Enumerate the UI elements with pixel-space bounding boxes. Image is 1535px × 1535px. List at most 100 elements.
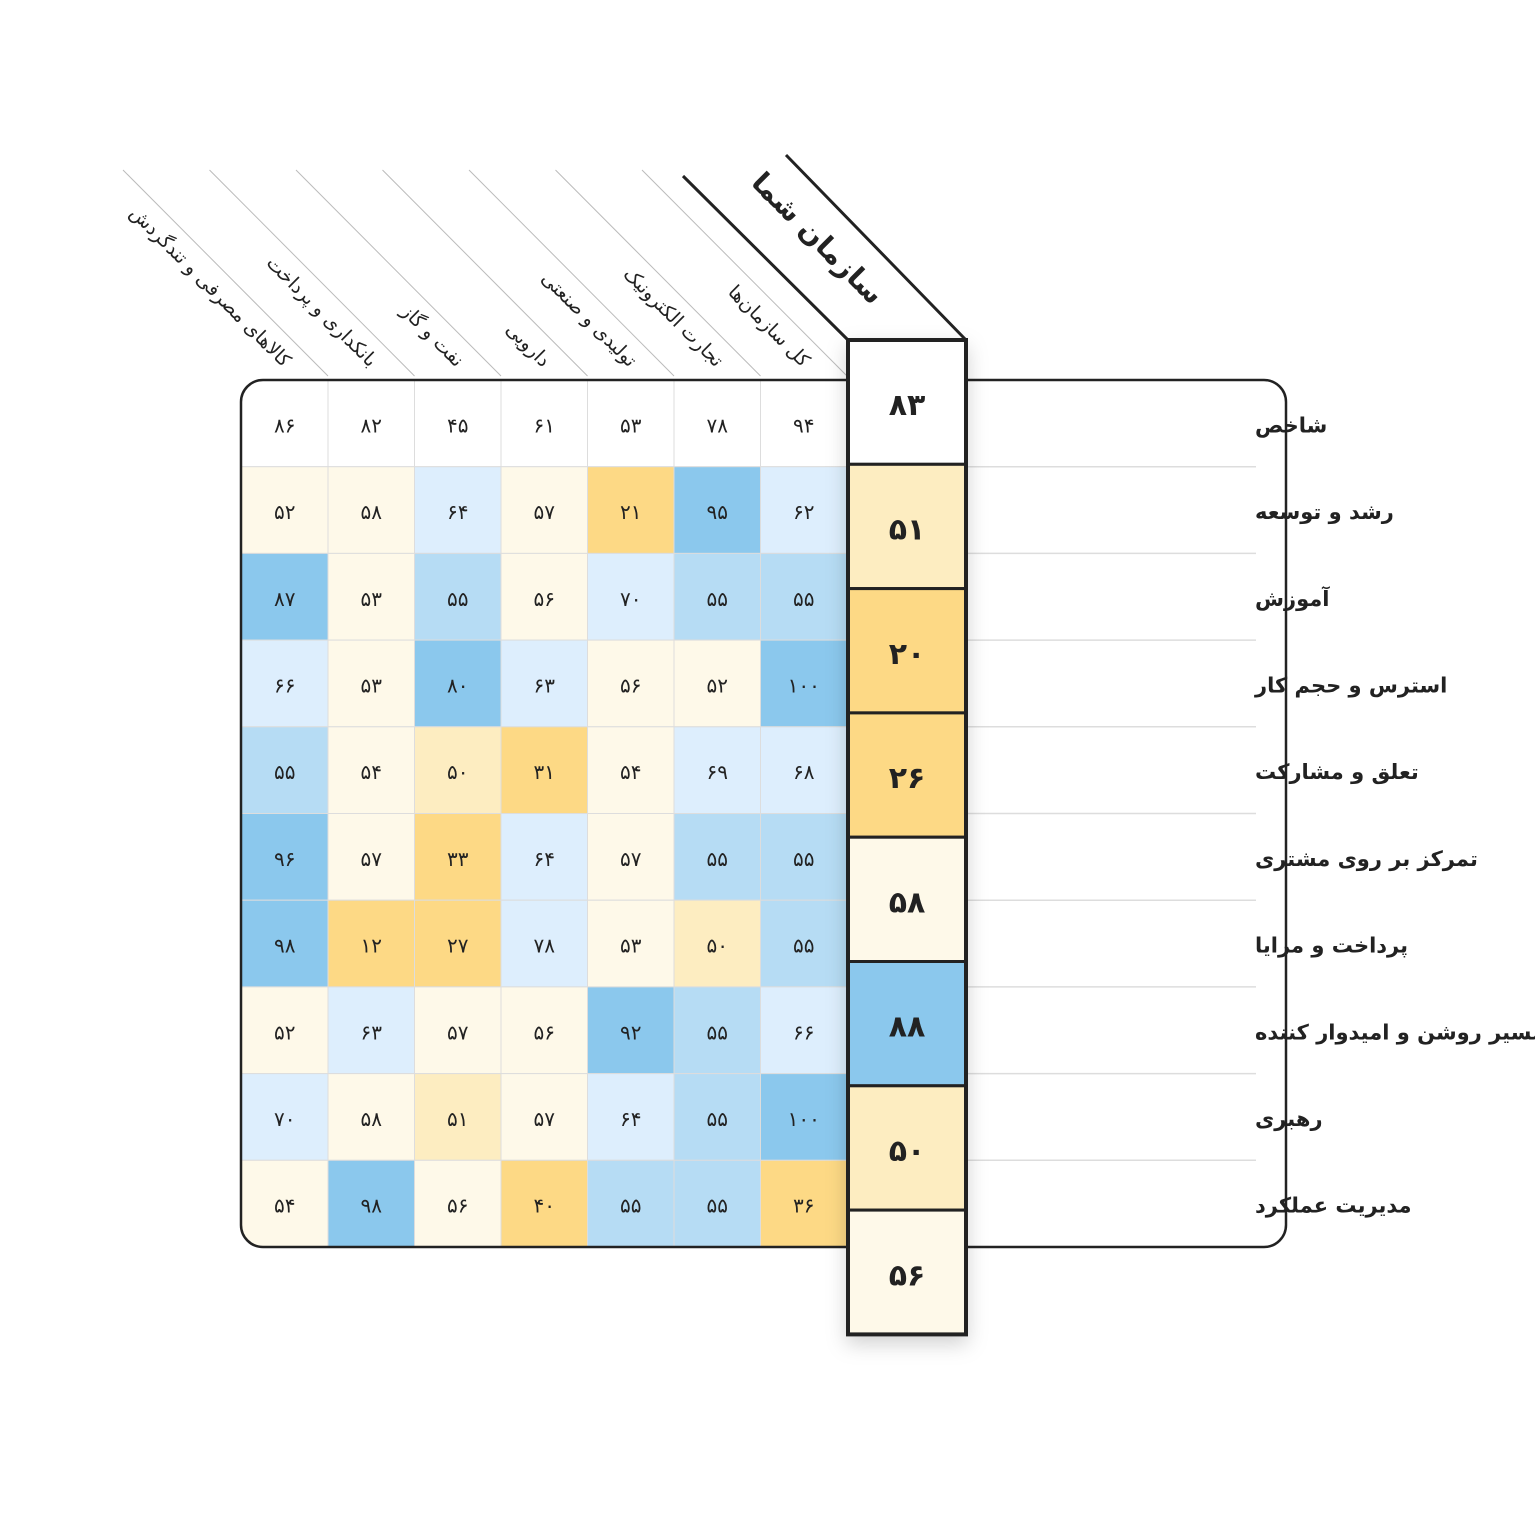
highlight-value: ۲۰: [889, 637, 926, 672]
column-leader-line: [295, 169, 502, 377]
cell-value: ۱۰۰: [788, 673, 820, 697]
heatmap-cell: [587, 1159, 675, 1247]
cell-value: ۵۵: [707, 587, 728, 611]
heatmap-cell: [500, 552, 588, 641]
column-leader-line: [555, 169, 761, 377]
heatmap-cell: [760, 466, 848, 554]
cell-value: ۵۰: [447, 760, 468, 784]
heatmap-cell: [587, 813, 675, 901]
cell-value: ۵۰: [707, 934, 728, 958]
heatmap-cell: [414, 466, 502, 554]
heatmap-cell: [760, 380, 848, 468]
heatmap-cell: [587, 380, 675, 468]
cell-value: ۵۵: [620, 1194, 641, 1218]
heatmap-cell: [327, 1073, 415, 1161]
cell-value: ۲۷: [447, 934, 469, 958]
heatmap-cell: [587, 552, 675, 641]
heatmap-cell: [414, 1159, 502, 1247]
highlight-header-line: [681, 174, 850, 342]
highlight-value: ۵۱: [889, 512, 926, 547]
heatmap-cell: [587, 899, 675, 988]
heatmap-cell: [241, 899, 329, 988]
row-label: مدیریت عملکرد: [1255, 1194, 1412, 1218]
cell-value: ۱۲: [361, 934, 382, 958]
row-label: مسیر روشن و امیدوار کننده: [1255, 1020, 1535, 1044]
cell-value: ۴۵: [447, 413, 468, 437]
cell-value: ۵۵: [793, 847, 814, 871]
cell-value: ۵۶: [534, 587, 555, 611]
column-leader-line: [641, 169, 848, 377]
highlight-column-border: [846, 338, 968, 1337]
row-label: رهبری: [1255, 1107, 1323, 1131]
heatmap-cell: [241, 552, 329, 641]
cell-value: ۵۷: [447, 1020, 469, 1044]
heatmap-cell: [414, 899, 502, 988]
cell-value: ۴۰: [534, 1194, 555, 1218]
column-label: کالاهای مصرفی و تندگردش: [125, 201, 296, 372]
cell-value: ۵۵: [707, 1020, 728, 1044]
cell-value: ۲۱: [620, 500, 641, 524]
heatmap-cell: [241, 639, 329, 728]
heatmap-cell: [673, 639, 761, 728]
cell-value: ۹۴: [793, 413, 814, 437]
heatmap-cell: [241, 726, 329, 814]
cell-value: ۵۸: [361, 500, 383, 524]
heatmap-cell: [760, 552, 848, 641]
cell-value: ۵۷: [361, 847, 383, 871]
heatmap-cell: [500, 726, 588, 814]
cell-value: ۵۴: [361, 760, 382, 784]
heatmap-cell: [673, 552, 761, 641]
heatmap-cell: [327, 1159, 415, 1247]
cell-value: ۵۵: [707, 1194, 728, 1218]
cell-value: ۵۳: [620, 413, 642, 437]
heatmap-cell: [500, 899, 588, 988]
heatmap-cell: [241, 380, 329, 468]
cell-value: ۳۳: [447, 847, 469, 871]
row-label: استرس و حجم کار: [1254, 673, 1447, 697]
table-border: [239, 378, 1288, 1249]
cell-value: ۷۸: [707, 413, 729, 437]
highlight-value: ۲۶: [889, 761, 926, 796]
highlight-value: ۸۳: [889, 388, 926, 423]
cell-value: ۵۵: [793, 587, 814, 611]
heatmap-cell: [587, 466, 675, 554]
heatmap-cell: [414, 552, 502, 641]
row-label: رشد و توسعه: [1255, 500, 1394, 524]
cell-value: ۹۸: [361, 1194, 383, 1218]
row-label: تمرکز بر روی مشتری: [1255, 847, 1478, 871]
heatmap-cell: [500, 986, 588, 1075]
cell-value: ۵۲: [274, 1020, 295, 1044]
heatmap-cell: [673, 466, 761, 554]
heatmap-cell: [673, 899, 761, 988]
cell-value: ۵۵: [793, 934, 814, 958]
highlight-header-line: [784, 153, 968, 342]
cell-value: ۷۸: [534, 934, 556, 958]
cell-value: ۹۶: [274, 847, 295, 871]
cell-value: ۵۵: [707, 847, 728, 871]
cell-value: ۸۷: [274, 587, 296, 611]
column-leader-line: [122, 169, 329, 377]
cell-value: ۹۵: [707, 500, 728, 524]
cell-value: ۳۶: [793, 1194, 814, 1218]
cell-value: ۶۲: [793, 500, 814, 524]
cell-value: ۵۶: [534, 1020, 555, 1044]
cell-value: ۹۸: [274, 934, 296, 958]
heatmap-cell: [500, 639, 588, 728]
highlight-cell: [846, 835, 968, 964]
heatmap-cell: [414, 1073, 502, 1161]
heatmap-cell: [500, 813, 588, 901]
cell-value: ۶۴: [447, 500, 468, 524]
column-leader-line: [209, 169, 415, 377]
cell-value: ۵۶: [447, 1194, 468, 1218]
cell-value: ۶۸: [793, 760, 815, 784]
heatmap-cell: [500, 466, 588, 554]
row-label: آموزش: [1255, 586, 1330, 611]
cell-value: ۶۶: [793, 1020, 814, 1044]
row-header-label: شاخص: [1255, 413, 1327, 437]
cell-value: ۵۵: [707, 1107, 728, 1131]
cell-value: ۶۳: [534, 673, 556, 697]
highlight-value: ۵۰: [889, 1134, 926, 1169]
cell-value: ۶۶: [274, 673, 295, 697]
cell-value: ۵۶: [620, 673, 641, 697]
